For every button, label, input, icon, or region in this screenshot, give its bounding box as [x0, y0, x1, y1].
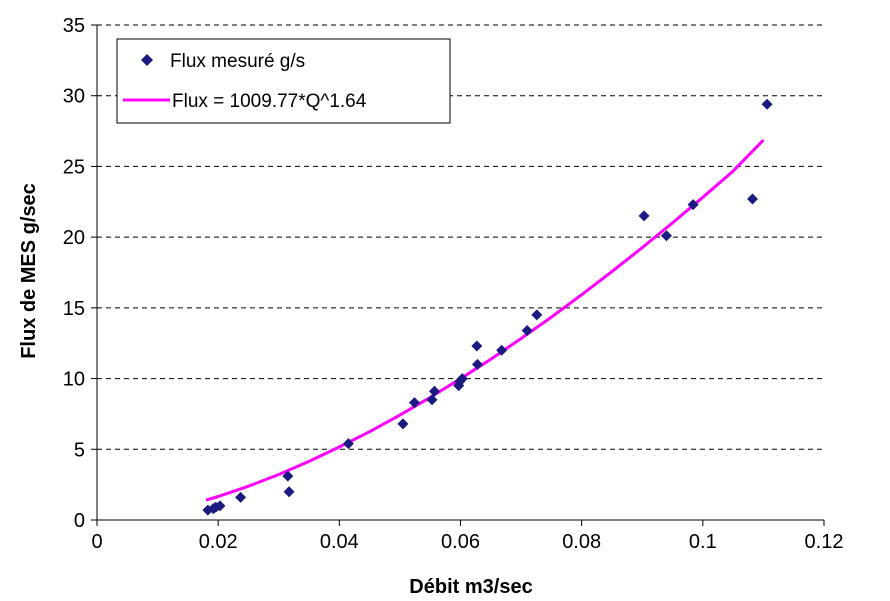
legend: Flux mesuré g/s Flux = 1009.77*Q^1.64: [116, 38, 451, 124]
data-point: [471, 358, 483, 370]
data-point: [471, 340, 483, 352]
y-tick-label: 35: [63, 15, 85, 37]
data-point: [456, 373, 468, 385]
data-point: [397, 418, 409, 430]
x-tick-labels: 0 0.02 0.04 0.06 0.08 0.1 0.12: [91, 531, 843, 553]
data-point: [426, 394, 438, 406]
x-tick-label: 0: [91, 531, 102, 553]
x-tick-label: 0.06: [441, 531, 480, 553]
series-layer: [202, 98, 773, 516]
y-tick-label: 10: [63, 369, 85, 391]
data-point: [687, 199, 699, 211]
y-tick-label: 30: [63, 86, 85, 108]
data-point: [660, 230, 672, 242]
axes: [91, 24, 825, 526]
legend-box: [116, 38, 451, 124]
data-point: [531, 309, 543, 321]
x-tick-label: 0.12: [805, 531, 844, 553]
data-point: [283, 486, 295, 498]
x-tick-label: 0.02: [199, 531, 238, 553]
data-point: [638, 210, 650, 222]
data-point: [282, 470, 294, 482]
data-point: [761, 98, 773, 110]
y-tick-label: 0: [74, 510, 85, 532]
x-tick-label: 0.1: [689, 531, 717, 553]
y-tick-label: 25: [63, 156, 85, 178]
data-point: [428, 385, 440, 397]
y-axis-title: Flux de MES g/sec: [18, 183, 40, 359]
data-point: [214, 500, 226, 512]
legend-label-fit: Flux = 1009.77*Q^1.64: [172, 91, 367, 112]
x-tick-label: 0.04: [320, 531, 359, 553]
data-point: [747, 193, 759, 205]
data-point: [408, 397, 420, 409]
legend-label-measured: Flux mesuré g/s: [170, 51, 305, 72]
data-point: [342, 438, 354, 450]
data-point: [496, 344, 508, 356]
y-tick-labels: 0 5 10 15 20 25 30 35: [63, 15, 85, 532]
y-tick-label: 20: [63, 227, 85, 249]
data-point: [521, 324, 533, 336]
y-tick-label: 5: [74, 439, 85, 461]
legend-diamond-marker: [141, 54, 153, 66]
fit-curve-line: [205, 139, 765, 502]
y-tick-label: 15: [63, 298, 85, 320]
data-point: [235, 491, 247, 503]
x-tick-label: 0.08: [562, 531, 601, 553]
x-axis-title: Débit m3/sec: [409, 576, 532, 598]
